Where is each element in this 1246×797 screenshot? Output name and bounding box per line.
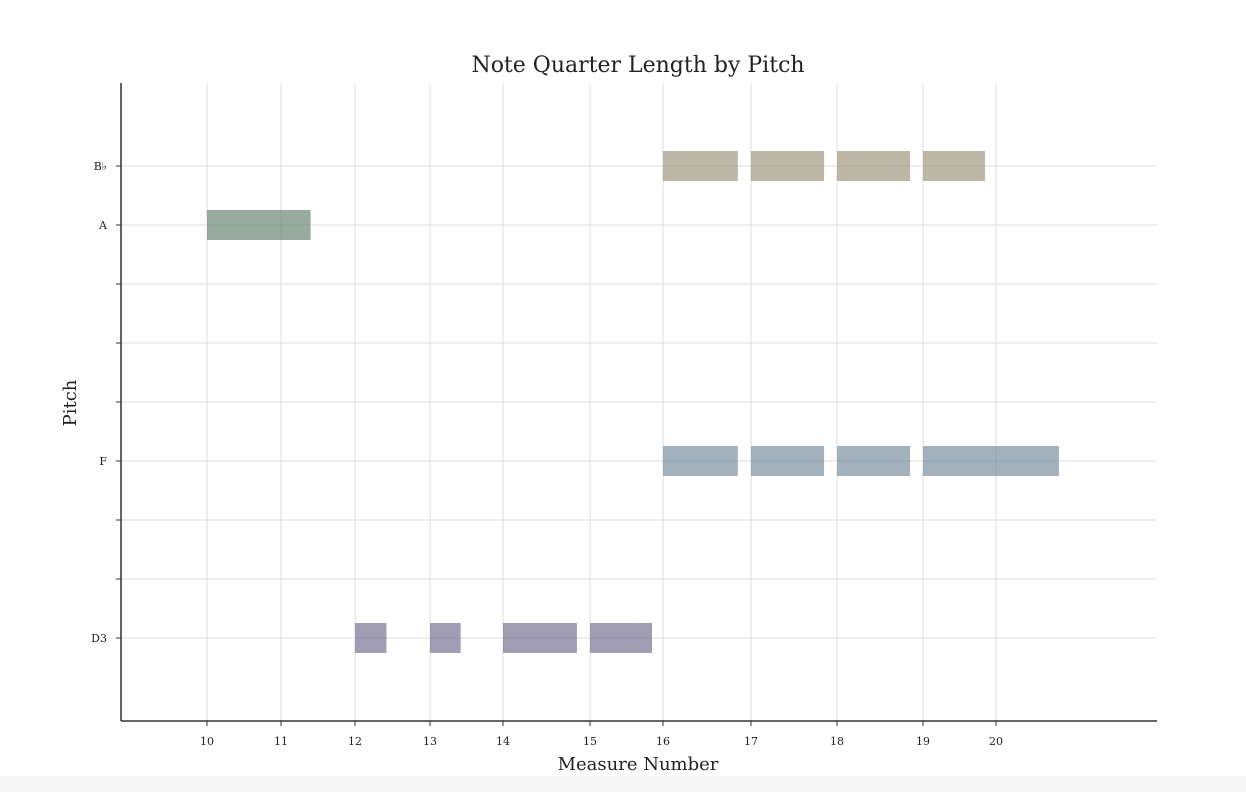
y-tick-label: F (99, 455, 107, 468)
x-tick-label: 11 (274, 735, 288, 748)
x-tick-label: 14 (496, 735, 510, 748)
x-tick-label: 15 (583, 735, 597, 748)
bottom-strip (0, 776, 1246, 792)
note-bar-0-0 (663, 151, 738, 181)
note-bar-2-2 (837, 446, 911, 476)
note-bar-0-1 (751, 151, 825, 181)
x-tick-label: 16 (656, 735, 670, 748)
x-tick-label: 17 (744, 735, 758, 748)
note-bar-0-3 (923, 151, 986, 181)
chart-title: Note Quarter Length by Pitch (471, 53, 804, 78)
axes: 10 11 12 13 14 15 16 17 18 19 20 B♭ A F D3 (91, 83, 1157, 748)
x-tick-label: 10 (200, 735, 214, 748)
note-bar-3-3 (590, 623, 653, 653)
note-bar-2-3 (923, 446, 1059, 476)
x-tick-label: 20 (989, 735, 1003, 748)
y-axis-label: Pitch (60, 379, 81, 426)
note-bar-1-1 (281, 210, 311, 240)
note-bars (207, 151, 1059, 653)
note-bar-3-0 (355, 623, 387, 653)
y-tick-label: A (98, 219, 108, 232)
x-tick-label: 18 (830, 735, 844, 748)
x-tick-label: 19 (916, 735, 930, 748)
note-bar-2-1 (751, 446, 825, 476)
y-tick-label: D3 (91, 632, 107, 645)
x-tick-label: 13 (423, 735, 437, 748)
note-bar-3-2 (503, 623, 577, 653)
grid (121, 83, 1157, 721)
note-bar-0-2 (837, 151, 911, 181)
note-bar-2-0 (663, 446, 738, 476)
y-tick-label: B♭ (94, 160, 107, 173)
note-bar-1-0 (207, 210, 281, 240)
x-axis-label: Measure Number (558, 754, 719, 775)
note-bar-3-1 (430, 623, 461, 653)
x-tick-label: 12 (348, 735, 362, 748)
